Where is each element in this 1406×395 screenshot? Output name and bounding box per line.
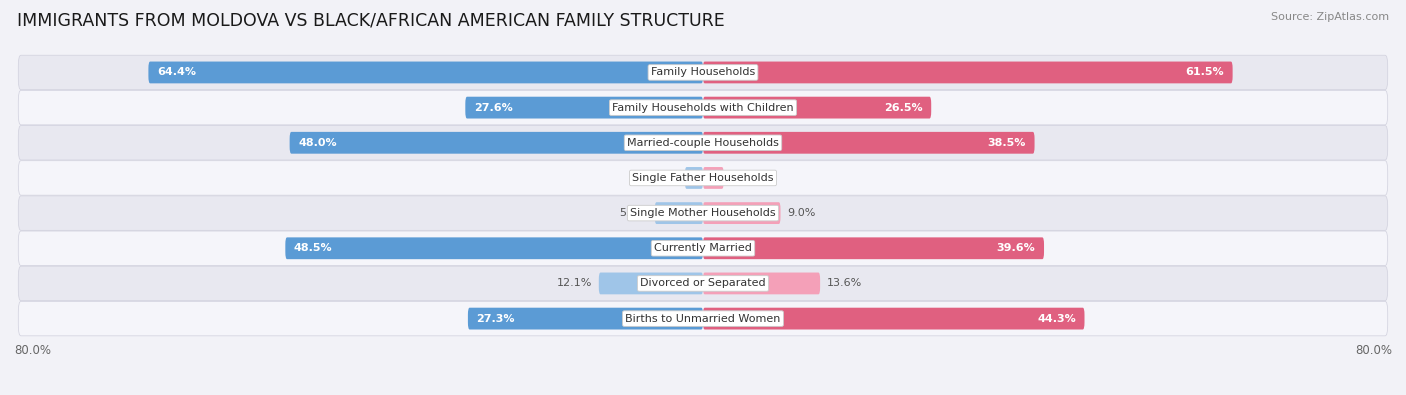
FancyBboxPatch shape [703, 237, 1045, 259]
Text: 27.6%: 27.6% [474, 103, 513, 113]
FancyBboxPatch shape [18, 266, 1388, 301]
Text: 61.5%: 61.5% [1185, 68, 1225, 77]
Text: 48.5%: 48.5% [294, 243, 333, 253]
Text: 39.6%: 39.6% [997, 243, 1035, 253]
FancyBboxPatch shape [685, 167, 703, 189]
FancyBboxPatch shape [18, 161, 1388, 195]
FancyBboxPatch shape [18, 196, 1388, 230]
Text: 5.6%: 5.6% [620, 208, 648, 218]
Text: Family Households with Children: Family Households with Children [612, 103, 794, 113]
Text: 26.5%: 26.5% [884, 103, 922, 113]
Legend: Immigrants from Moldova, Black/African American: Immigrants from Moldova, Black/African A… [509, 391, 897, 395]
FancyBboxPatch shape [285, 237, 703, 259]
Text: 13.6%: 13.6% [827, 278, 862, 288]
Text: 9.0%: 9.0% [787, 208, 815, 218]
FancyBboxPatch shape [703, 167, 724, 189]
FancyBboxPatch shape [703, 97, 931, 118]
Text: 80.0%: 80.0% [1355, 344, 1392, 357]
FancyBboxPatch shape [18, 301, 1388, 336]
Text: 2.1%: 2.1% [650, 173, 678, 183]
FancyBboxPatch shape [18, 231, 1388, 265]
Text: Married-couple Households: Married-couple Households [627, 138, 779, 148]
Text: Family Households: Family Households [651, 68, 755, 77]
Text: 2.4%: 2.4% [731, 173, 759, 183]
FancyBboxPatch shape [703, 273, 820, 294]
Text: Divorced or Separated: Divorced or Separated [640, 278, 766, 288]
FancyBboxPatch shape [703, 62, 1233, 83]
FancyBboxPatch shape [18, 126, 1388, 160]
Text: 48.0%: 48.0% [298, 138, 337, 148]
Text: 12.1%: 12.1% [557, 278, 592, 288]
FancyBboxPatch shape [465, 97, 703, 118]
Text: Single Father Households: Single Father Households [633, 173, 773, 183]
FancyBboxPatch shape [468, 308, 703, 329]
FancyBboxPatch shape [149, 62, 703, 83]
Text: 80.0%: 80.0% [14, 344, 51, 357]
FancyBboxPatch shape [18, 90, 1388, 125]
FancyBboxPatch shape [655, 202, 703, 224]
FancyBboxPatch shape [703, 132, 1035, 154]
FancyBboxPatch shape [290, 132, 703, 154]
Text: IMMIGRANTS FROM MOLDOVA VS BLACK/AFRICAN AMERICAN FAMILY STRUCTURE: IMMIGRANTS FROM MOLDOVA VS BLACK/AFRICAN… [17, 12, 724, 30]
Text: Births to Unmarried Women: Births to Unmarried Women [626, 314, 780, 324]
Text: 27.3%: 27.3% [477, 314, 515, 324]
Text: 38.5%: 38.5% [987, 138, 1026, 148]
Text: 44.3%: 44.3% [1038, 314, 1076, 324]
Text: Source: ZipAtlas.com: Source: ZipAtlas.com [1271, 12, 1389, 22]
FancyBboxPatch shape [703, 202, 780, 224]
Text: 64.4%: 64.4% [157, 68, 195, 77]
Text: Single Mother Households: Single Mother Households [630, 208, 776, 218]
FancyBboxPatch shape [703, 308, 1084, 329]
FancyBboxPatch shape [18, 55, 1388, 90]
FancyBboxPatch shape [599, 273, 703, 294]
Text: Currently Married: Currently Married [654, 243, 752, 253]
